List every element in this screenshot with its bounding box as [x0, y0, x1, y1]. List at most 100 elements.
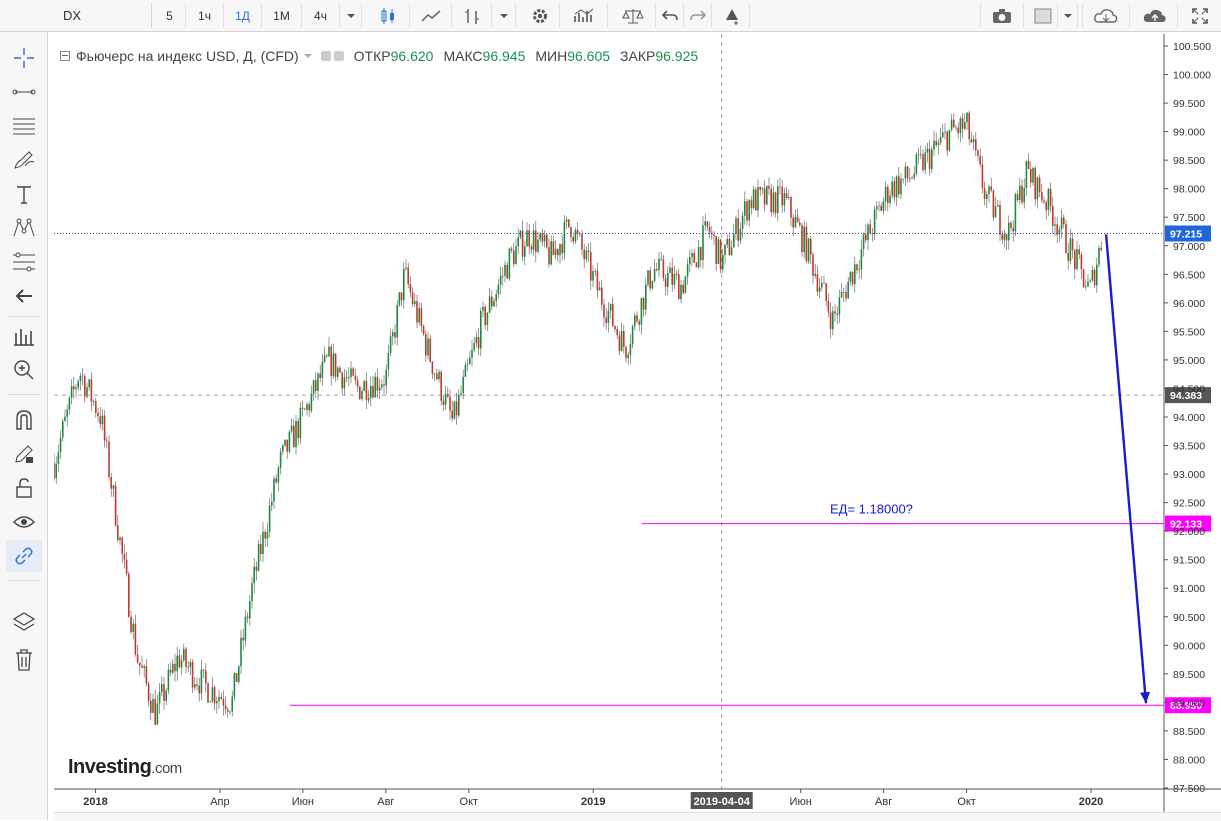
- settings-button[interactable]: [520, 3, 560, 28]
- gear-icon[interactable]: [333, 51, 344, 61]
- fib-tool[interactable]: [6, 246, 42, 278]
- candle-up: [735, 218, 737, 234]
- interval-5m-button[interactable]: 5: [154, 3, 186, 28]
- magnet-tool[interactable]: [6, 404, 42, 436]
- last-price-badge: [1165, 225, 1211, 242]
- time-tick-label: Апр: [210, 796, 229, 808]
- candle-up: [350, 368, 352, 378]
- zoom-tool[interactable]: [6, 354, 42, 386]
- candle-down: [605, 317, 607, 323]
- line-tool[interactable]: [6, 76, 42, 108]
- lock-tool[interactable]: [6, 472, 42, 504]
- crosshair-tool[interactable]: [6, 42, 42, 74]
- candle-up: [744, 201, 746, 216]
- hide-tool[interactable]: [6, 506, 42, 538]
- candle-down: [728, 239, 731, 255]
- candle-down: [207, 683, 209, 703]
- candle-down: [359, 386, 361, 400]
- candle-down: [376, 376, 379, 391]
- candle-up: [594, 270, 596, 272]
- candle-down: [805, 226, 808, 262]
- interval-4h-button[interactable]: 4ч: [302, 3, 340, 28]
- candle-down: [1067, 252, 1069, 261]
- candle-up: [279, 451, 282, 468]
- candle-up: [1060, 217, 1063, 230]
- collapse-legend-button[interactable]: [60, 51, 70, 61]
- area-style-button[interactable]: [410, 3, 452, 28]
- redo-button[interactable]: [684, 3, 712, 28]
- interval-1m-button[interactable]: 1М: [262, 3, 302, 28]
- candle-up: [524, 246, 526, 257]
- candle-up: [772, 192, 775, 213]
- undo-button[interactable]: [656, 3, 684, 28]
- candle-up: [497, 284, 500, 295]
- back-button[interactable]: [6, 280, 42, 312]
- candle-up: [475, 336, 478, 344]
- candle-up: [972, 139, 975, 143]
- candle-down: [829, 312, 832, 330]
- candles-icon: [381, 7, 394, 24]
- bars-style-button[interactable]: [452, 3, 492, 28]
- candle-down: [774, 192, 777, 214]
- candle-up: [317, 373, 319, 391]
- candle-down: [568, 219, 570, 228]
- candle-down: [953, 119, 955, 128]
- candle-up: [667, 272, 669, 288]
- candle-up: [843, 291, 845, 293]
- forecast-arrow-line: [1104, 234, 1148, 704]
- candle-down: [812, 254, 814, 276]
- brush-tool[interactable]: [6, 144, 42, 176]
- candle-down: [968, 112, 970, 140]
- remove-drawings-tool[interactable]: [6, 644, 42, 676]
- text-tool[interactable]: [6, 178, 42, 210]
- sync-drawings-tool[interactable]: [6, 540, 42, 572]
- snapshot-button[interactable]: [980, 3, 1024, 28]
- candle-up: [937, 142, 940, 146]
- channel-tool[interactable]: [6, 110, 42, 142]
- candle-down: [1034, 167, 1036, 200]
- candle-down: [572, 237, 574, 242]
- symbol-label: DX: [63, 8, 82, 23]
- measure-tool[interactable]: [6, 320, 42, 352]
- candle-up: [942, 132, 944, 138]
- candles-style-button[interactable]: [366, 3, 410, 28]
- pattern-icon: [13, 218, 35, 237]
- interval-dropdown-button[interactable]: [340, 3, 362, 28]
- candle-up: [1023, 187, 1025, 203]
- candle-up: [460, 393, 462, 395]
- eye-icon[interactable]: [320, 51, 331, 61]
- candle-down: [961, 118, 964, 129]
- chevron-down-icon[interactable]: [303, 53, 313, 59]
- price-chart[interactable]: 94.383 97.215 92.133 88.950 ЕД= 1.18000? 100…: [54, 34, 1221, 820]
- compare-button[interactable]: [610, 3, 656, 28]
- lock-drawings-tool[interactable]: [6, 438, 42, 470]
- candle-down: [759, 187, 761, 190]
- candle-down: [552, 241, 555, 255]
- candle-down: [1100, 247, 1102, 251]
- candle-down: [990, 186, 992, 191]
- fullscreen-button[interactable]: [1182, 3, 1218, 28]
- lock-icon: [16, 478, 32, 498]
- interval-1d-button[interactable]: 1Д: [224, 3, 262, 28]
- cloud-save-button[interactable]: [1132, 3, 1178, 28]
- object-tree-tool[interactable]: [6, 606, 42, 638]
- style-dropdown-button[interactable]: [492, 3, 516, 28]
- candle-down: [255, 566, 258, 571]
- symbol-search[interactable]: DX: [58, 3, 152, 28]
- indicators-button[interactable]: [562, 3, 608, 28]
- alert-button[interactable]: [714, 3, 750, 28]
- color-swatch-button[interactable]: [1028, 3, 1058, 28]
- candle-up: [1003, 234, 1006, 240]
- pattern-tool[interactable]: [6, 212, 42, 244]
- cloud-load-button[interactable]: [1082, 3, 1130, 28]
- annotation-text: ЕД= 1.18000?: [830, 502, 913, 517]
- candle-up: [268, 505, 271, 533]
- candle-down: [570, 227, 572, 238]
- zoom-icon: [14, 360, 34, 380]
- time-tick-label: 2018: [83, 796, 107, 808]
- interval-1h-button[interactable]: 1ч: [186, 3, 224, 28]
- candle-down: [1071, 238, 1074, 251]
- candle-up: [550, 241, 552, 265]
- candle-up: [517, 237, 519, 247]
- swatch-dropdown-button[interactable]: [1058, 3, 1078, 28]
